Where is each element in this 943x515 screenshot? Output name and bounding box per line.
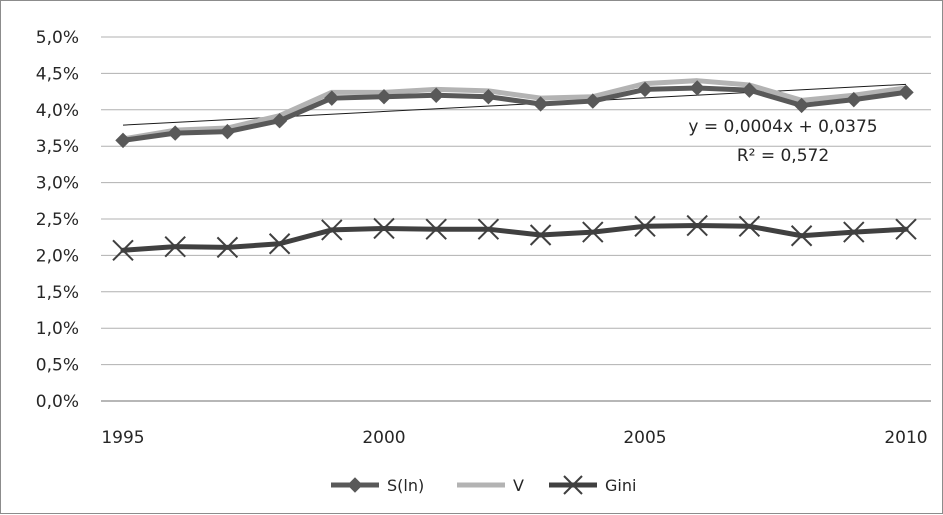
y-tick-label: 4,0% xyxy=(36,101,79,121)
data-point-x-stroke xyxy=(477,218,500,240)
series-line-sln xyxy=(120,85,909,143)
legend-item-gini: Gini xyxy=(549,475,636,495)
data-point-x-stroke xyxy=(112,239,134,262)
y-tick-label: 3,0% xyxy=(36,174,79,194)
data-point-x xyxy=(268,233,291,255)
data-point-diamond xyxy=(846,91,862,108)
data-point-diamond xyxy=(428,87,444,103)
data-point-diamond xyxy=(271,113,288,129)
data-point-x xyxy=(112,239,134,262)
y-axis-tick-labels: 0,0% 0,5% 1,0% 1,5% 2,0% 2,5% 3,0% 3,5% 4,0% 4,5%… xyxy=(36,28,79,412)
legend: S(ln) V Gini xyxy=(331,475,636,495)
data-point-x-stroke xyxy=(686,214,708,237)
x-axis-tick-labels: 1995 2000 2005 2010 xyxy=(101,428,927,448)
data-point-x-stroke xyxy=(425,218,447,240)
data-point-x xyxy=(216,236,239,259)
series-lines xyxy=(120,78,909,253)
data-point-x-stroke xyxy=(582,221,604,243)
data-point-x-stroke xyxy=(790,225,813,247)
legend-item-v: V xyxy=(457,476,524,495)
y-tick-label: 2,0% xyxy=(36,246,79,266)
y-tick-label: 1,5% xyxy=(36,283,79,303)
data-point-x xyxy=(790,225,813,247)
trendline-equation: y = 0,0004x + 0,0375 xyxy=(688,117,877,137)
data-point-x xyxy=(477,218,500,240)
data-point-x-stroke xyxy=(216,236,239,259)
legend-label: V xyxy=(513,476,524,495)
data-point-x-stroke xyxy=(164,235,186,258)
legend-item-sln: S(ln) xyxy=(331,476,424,495)
data-point-x xyxy=(425,218,447,240)
data-point-diamond xyxy=(347,477,363,493)
data-point-x xyxy=(738,215,761,237)
data-point-x-stroke xyxy=(895,218,917,240)
data-point-diamond xyxy=(115,132,131,149)
data-point-diamond xyxy=(793,97,810,114)
data-point-x xyxy=(563,475,583,495)
data-point-x xyxy=(895,218,917,240)
y-tick-label: 2,5% xyxy=(36,210,79,230)
trendline-r-squared: R² = 0,572 xyxy=(737,146,829,166)
data-point-diamond xyxy=(167,125,183,141)
x-tick-label: 2005 xyxy=(623,428,666,448)
y-tick-label: 3,5% xyxy=(36,137,79,157)
data-point-x-stroke xyxy=(373,217,395,240)
data-point-x-stroke xyxy=(634,215,656,237)
data-point-x-stroke xyxy=(738,215,761,237)
y-tick-label: 1,0% xyxy=(36,319,79,339)
data-point-diamond xyxy=(637,81,653,98)
data-point-diamond xyxy=(585,93,601,109)
x-tick-label: 1995 xyxy=(101,428,144,448)
data-point-x-stroke xyxy=(529,224,552,246)
data-point-diamond xyxy=(376,88,392,105)
data-point-diamond xyxy=(741,82,758,98)
data-point-x xyxy=(686,214,708,237)
series-line-gini xyxy=(120,223,909,253)
data-point-x xyxy=(164,235,186,258)
legend-label: Gini xyxy=(605,476,636,495)
data-point-x-stroke xyxy=(563,475,583,495)
data-point-x xyxy=(843,221,865,243)
data-point-x-stroke xyxy=(321,219,343,241)
y-tick-label: 0,5% xyxy=(36,356,79,376)
x-tick-label: 2000 xyxy=(362,428,405,448)
data-point-diamond xyxy=(898,84,914,101)
series-line-v xyxy=(120,78,909,142)
data-point-diamond xyxy=(324,90,340,106)
data-point-diamond xyxy=(689,80,705,96)
data-point-x xyxy=(634,215,656,237)
data-point-diamond xyxy=(480,88,497,105)
data-point-x xyxy=(582,221,604,243)
data-point-x xyxy=(321,219,343,241)
gridlines xyxy=(101,36,931,366)
legend-label: S(ln) xyxy=(387,476,424,495)
data-point-diamond xyxy=(219,123,236,140)
y-tick-label: 0,0% xyxy=(36,392,79,412)
data-point-x xyxy=(529,224,552,246)
data-point-x-stroke xyxy=(268,233,291,255)
data-point-diamond xyxy=(532,96,549,112)
series-markers xyxy=(112,80,917,262)
y-tick-label: 5,0% xyxy=(36,28,79,48)
y-tick-label: 4,5% xyxy=(36,64,79,84)
data-point-x-stroke xyxy=(843,221,865,243)
data-point-x xyxy=(373,217,395,240)
x-tick-label: 2010 xyxy=(884,428,927,448)
